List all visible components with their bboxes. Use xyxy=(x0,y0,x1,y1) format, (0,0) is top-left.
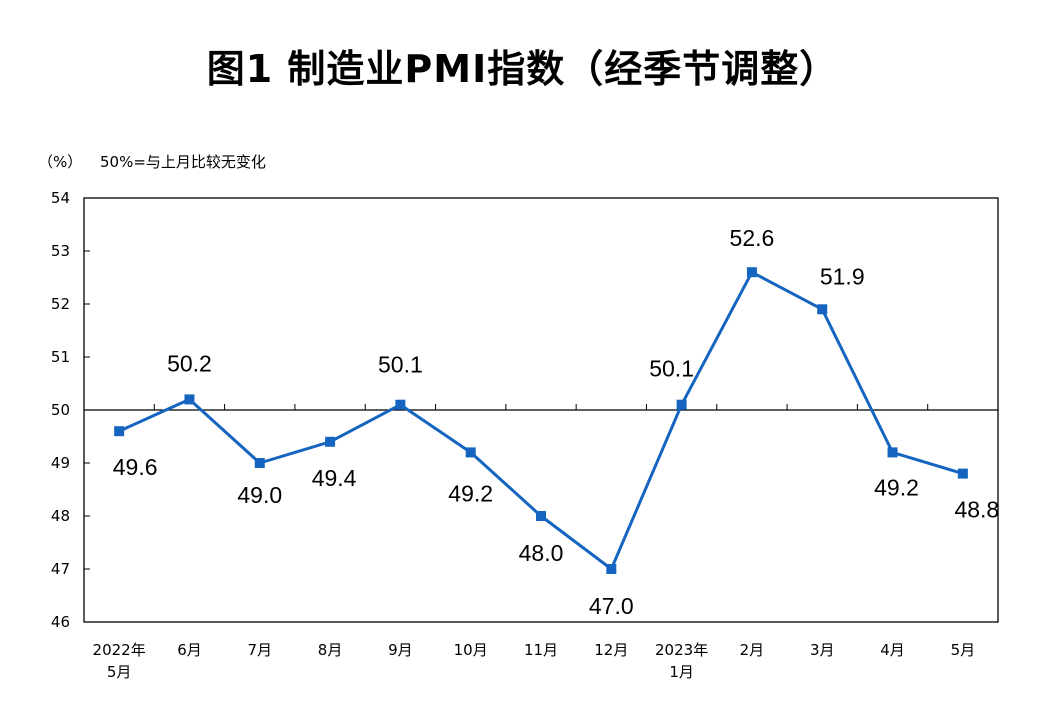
x-tick-label: 8月 xyxy=(318,641,343,659)
x-tick-label: 2022年 5月 xyxy=(93,641,146,681)
data-point-marker xyxy=(254,458,265,468)
data-label: 49.4 xyxy=(312,465,357,491)
data-point-marker xyxy=(887,447,898,458)
y-tick-label: 48 xyxy=(51,507,70,525)
data-label: 47.0 xyxy=(589,593,634,619)
y-unit-label: （%） xyxy=(38,153,82,171)
y-tick-label: 50 xyxy=(51,401,70,419)
x-tick-label: 2023年 1月 xyxy=(655,641,708,681)
x-tick-label: 12月 xyxy=(594,641,628,659)
data-label: 48.8 xyxy=(954,497,999,523)
x-tick-label: 6月 xyxy=(177,641,202,659)
x-tick-label: 4月 xyxy=(880,641,905,659)
data-point-marker xyxy=(817,304,828,315)
x-tick-label: 10月 xyxy=(454,641,488,659)
y-tick-label: 52 xyxy=(51,295,70,313)
x-tick-label: 2月 xyxy=(740,641,765,659)
data-point-marker xyxy=(606,564,617,574)
data-point-marker xyxy=(114,426,125,437)
pmi-series-line xyxy=(118,270,964,571)
data-label: 50.2 xyxy=(167,350,212,376)
data-point-marker xyxy=(957,468,968,479)
x-tick-label: 3月 xyxy=(810,641,835,659)
x-tick-label: 5月 xyxy=(951,641,976,659)
data-point-marker xyxy=(676,399,687,410)
x-tick-label: 9月 xyxy=(388,641,413,659)
data-label: 52.6 xyxy=(730,225,775,251)
data-point-marker xyxy=(536,511,546,521)
data-point-marker xyxy=(465,447,476,458)
data-label: 49.2 xyxy=(874,474,919,500)
data-label: 49.2 xyxy=(448,480,493,506)
y-tick-label: 53 xyxy=(51,242,70,260)
y-tick-label: 51 xyxy=(51,348,70,366)
y-tick-label: 47 xyxy=(51,560,70,578)
y-tick-label: 46 xyxy=(51,613,70,631)
x-tick-label: 11月 xyxy=(524,641,558,659)
data-point-marker xyxy=(395,399,406,410)
chart-title: 图1 制造业PMI指数（经季节调整） xyxy=(206,47,839,91)
data-label: 49.6 xyxy=(113,454,158,480)
reference-note: 50%=与上月比较无变化 xyxy=(100,153,266,171)
data-label: 51.9 xyxy=(820,263,865,289)
data-label: 49.0 xyxy=(237,482,282,508)
data-label: 50.1 xyxy=(378,352,423,378)
data-point-marker xyxy=(184,394,195,405)
data-point-marker xyxy=(746,267,757,278)
y-tick-label: 54 xyxy=(51,189,70,207)
data-point-marker xyxy=(325,436,336,447)
y-tick-label: 49 xyxy=(51,454,70,472)
x-tick-label: 7月 xyxy=(247,641,272,659)
data-label: 48.0 xyxy=(519,540,564,566)
data-label: 50.1 xyxy=(649,356,694,382)
